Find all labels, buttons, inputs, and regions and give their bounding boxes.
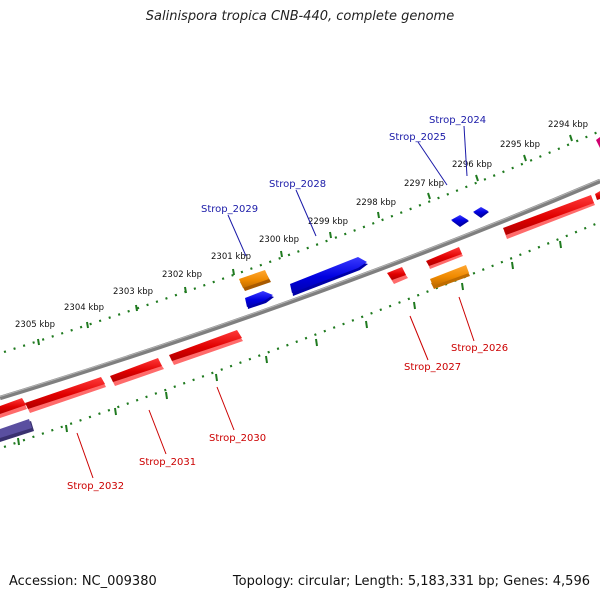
scale-label: 2305 kbp	[15, 320, 55, 330]
gene-forward-2029[interactable]	[245, 291, 274, 309]
gene-label-strop-2032: Strop_2032	[67, 481, 124, 492]
gene-label-strop-2025: Strop_2025	[389, 132, 446, 143]
gene-orange-upper[interactable]	[239, 270, 271, 291]
scale-label: 2301 kbp	[211, 252, 251, 262]
gene-label-strop-2031: Strop_2031	[139, 457, 196, 468]
outer-scale-ring	[3, 130, 599, 354]
inner-major-ticks	[17, 240, 562, 446]
gene-label-strop-2024: Strop_2024	[429, 115, 486, 126]
gene-reverse-left-edge[interactable]	[0, 398, 27, 418]
gene-label-strop-2026: Strop_2026	[451, 343, 508, 354]
gene-purple-left-edge[interactable]	[0, 419, 34, 442]
gene-reverse-edge[interactable]	[595, 191, 600, 200]
gene-forward-2024[interactable]	[473, 207, 489, 218]
scale-label: 2303 kbp	[113, 287, 153, 297]
gene-label-strop-2030: Strop_2030	[209, 433, 266, 444]
gene-label-strop-2028: Strop_2028	[269, 179, 326, 190]
reverse-label-leaders	[76, 296, 475, 479]
outer-major-ticks	[37, 134, 573, 346]
scale-label: 2295 kbp	[500, 140, 540, 150]
scale-label: 2298 kbp	[356, 198, 396, 208]
gene-forward-2028[interactable]	[290, 257, 368, 296]
gene-orange-lower[interactable]	[430, 265, 470, 289]
scale-label: 2300 kbp	[259, 235, 299, 245]
gene-label-strop-2029: Strop_2029	[201, 204, 258, 215]
map-title: Salinispora tropica CNB-440, complete ge…	[145, 9, 455, 24]
gene-reverse-2030[interactable]	[169, 330, 243, 365]
gene-forward-2025[interactable]	[451, 215, 469, 227]
gene-reverse-2026a[interactable]	[426, 247, 463, 269]
gene-reverse-2031[interactable]	[110, 358, 164, 386]
scale-label: 2294 kbp	[548, 120, 588, 130]
scale-label: 2302 kbp	[162, 270, 202, 280]
inner-scale-ring	[3, 221, 599, 449]
accession-text: Accession: NC_009380	[9, 574, 157, 589]
gene-reverse-2027[interactable]	[387, 267, 408, 284]
gene-reverse-2032[interactable]	[25, 377, 106, 413]
scale-label: 2296 kbp	[452, 160, 492, 170]
scale-label: 2304 kbp	[64, 303, 104, 313]
forward-label-leaders	[227, 125, 468, 257]
scale-label: 2299 kbp	[308, 217, 348, 227]
genome-summary-text: Topology: circular; Length: 5,183,331 bp…	[232, 574, 590, 589]
scale-label: 2297 kbp	[404, 179, 444, 189]
gene-reverse-right[interactable]	[503, 195, 595, 239]
gene-magenta-edge[interactable]	[596, 137, 600, 148]
genome-backbone	[0, 178, 600, 401]
gene-label-strop-2027: Strop_2027	[404, 362, 461, 373]
